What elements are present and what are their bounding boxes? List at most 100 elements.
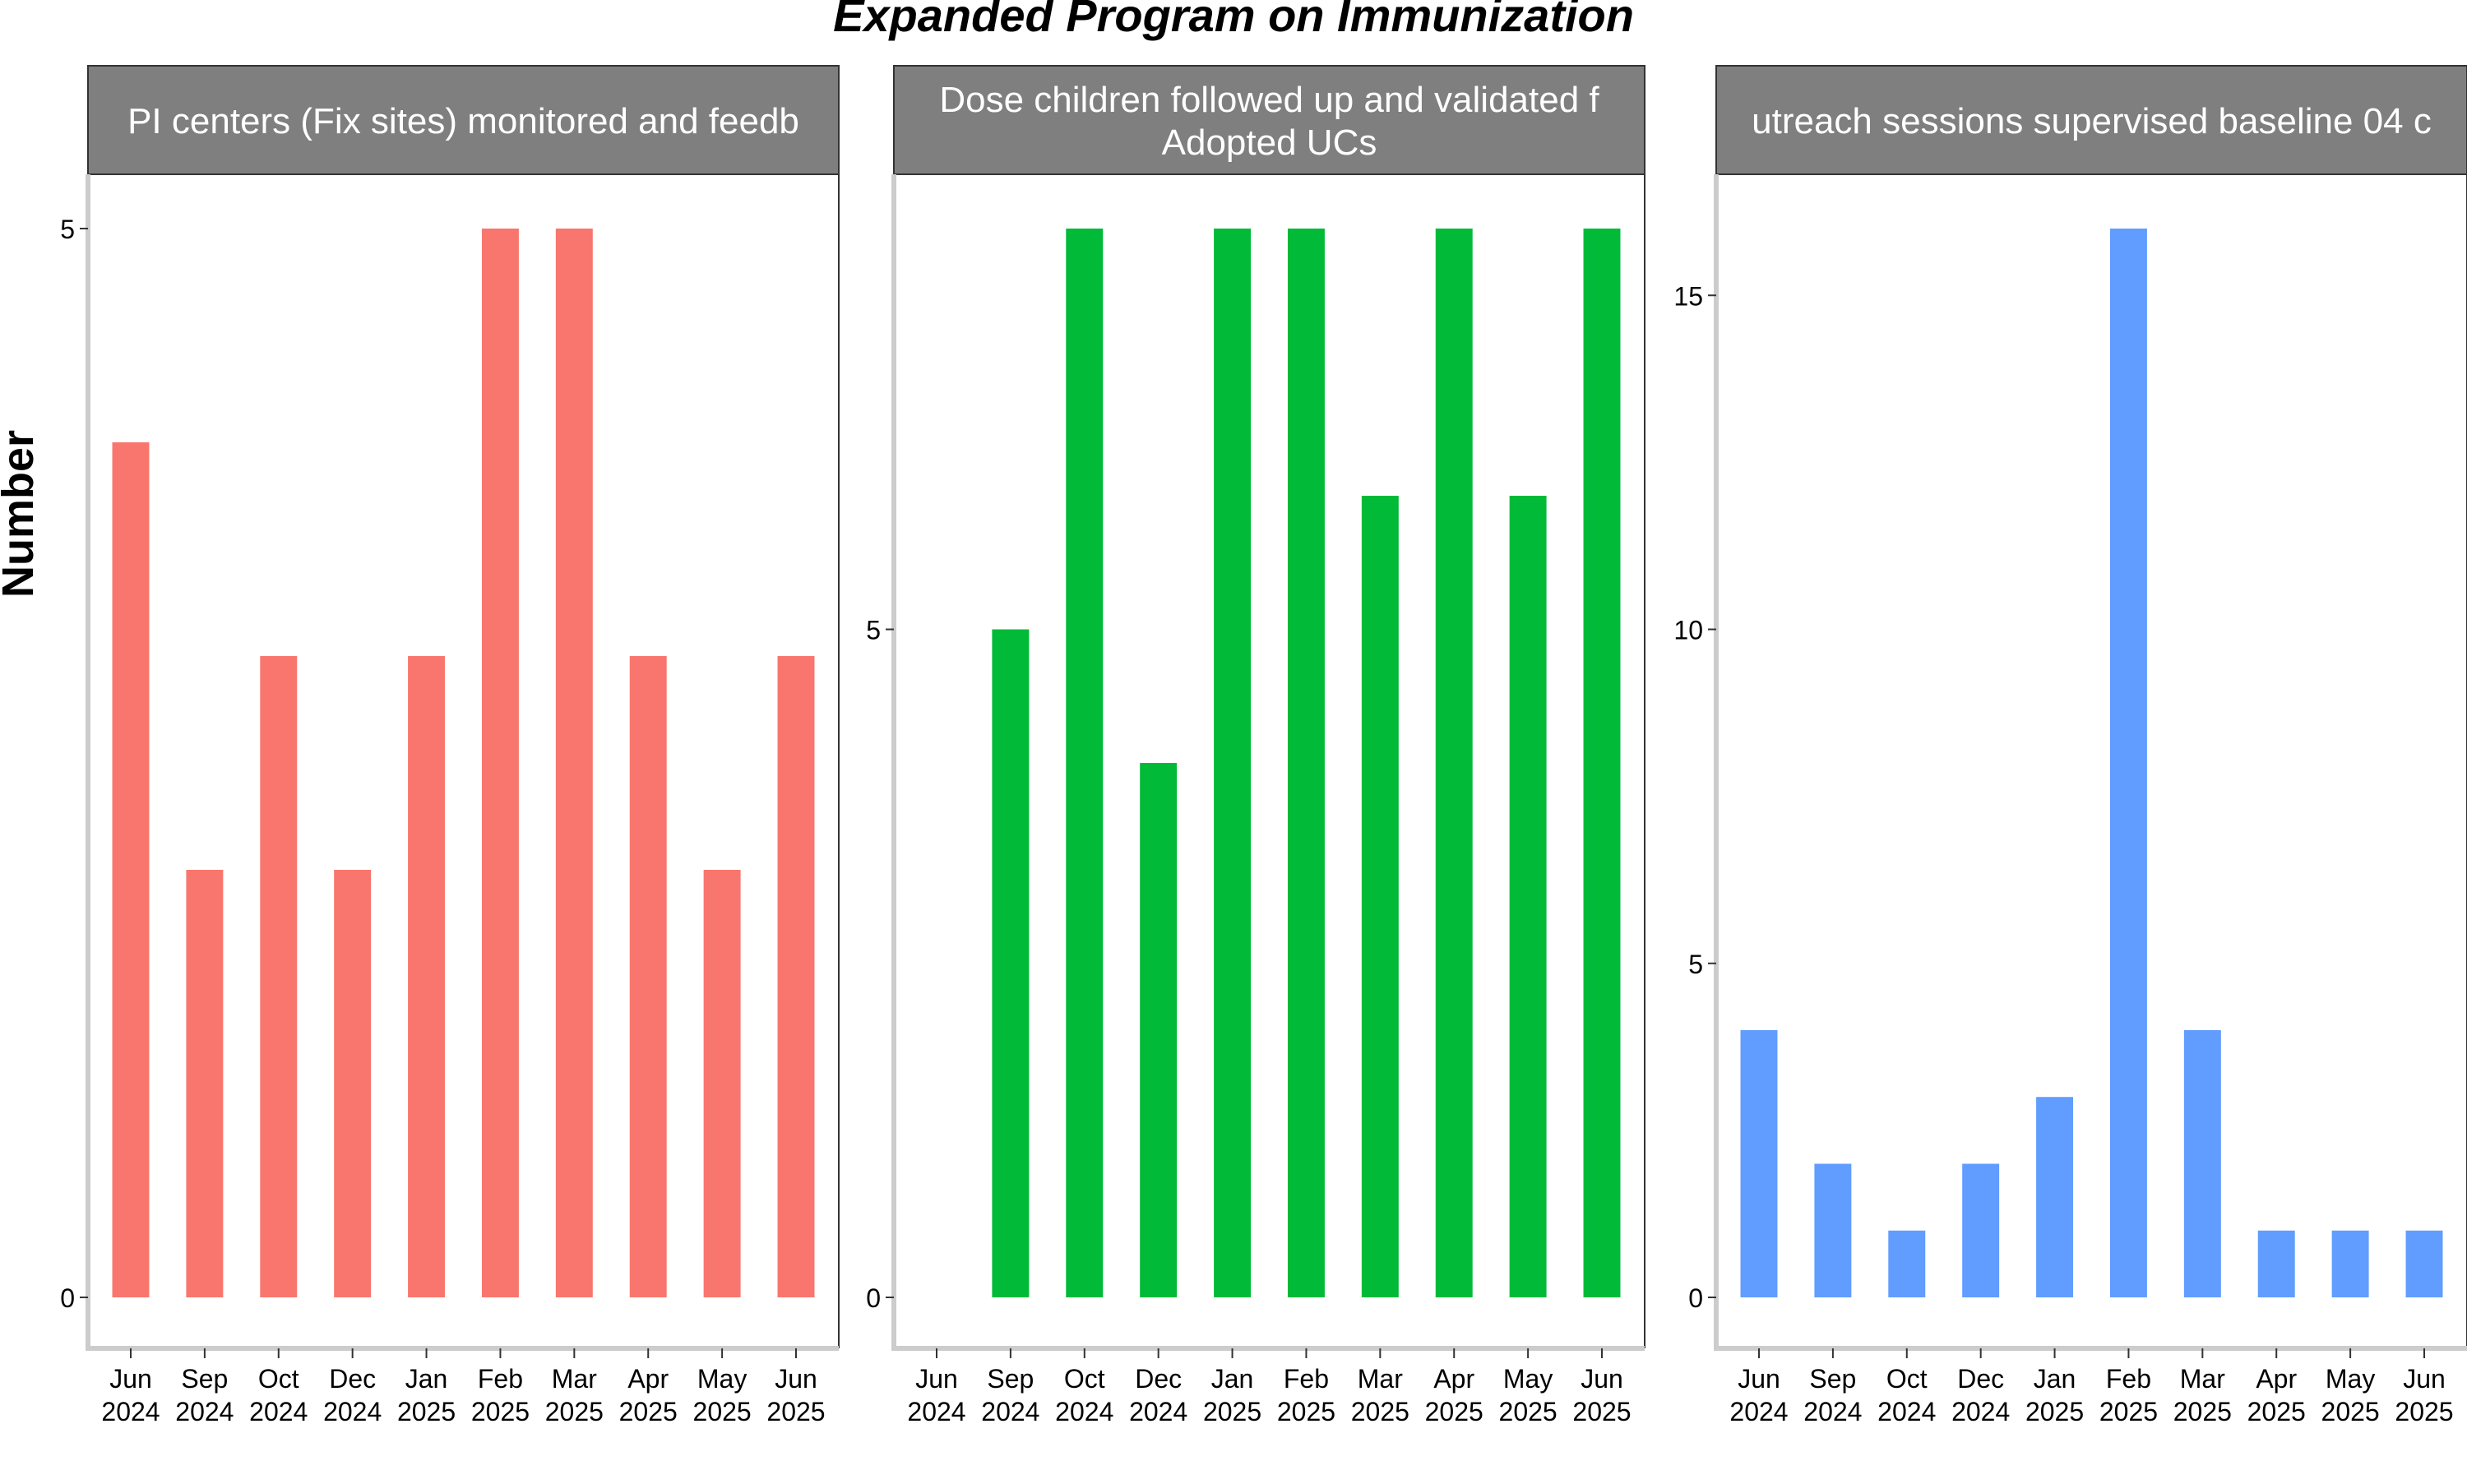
x-tick-label-year: 2025	[2321, 1397, 2380, 1426]
x-tick-label-month: Apr	[1433, 1364, 1474, 1394]
x-tick-label-month: Feb	[1284, 1364, 1329, 1394]
bar	[777, 656, 815, 1297]
x-tick-label-year: 2025	[2025, 1397, 2084, 1426]
y-tick-label: 0	[866, 1283, 881, 1313]
facet-strip-label: Adopted UCs	[1162, 123, 1377, 163]
x-tick-label-year: 2024	[249, 1397, 308, 1426]
facet-panel-2: Dose children followed up and validated …	[866, 65, 1645, 1426]
x-tick-label-month: Mar	[1358, 1364, 1403, 1394]
bar	[260, 656, 298, 1297]
x-tick-label-month: Sep	[181, 1364, 228, 1394]
bar	[1740, 1030, 1778, 1297]
y-tick-label: 5	[866, 616, 881, 645]
x-tick-label-year: 2024	[1877, 1397, 1936, 1426]
x-tick-label-month: Mar	[552, 1364, 597, 1394]
x-tick-label-month: Jun	[775, 1364, 817, 1394]
x-tick-label-year: 2025	[545, 1397, 604, 1426]
x-tick-label-month: Apr	[2256, 1364, 2297, 1394]
x-tick-label-month: Jan	[405, 1364, 448, 1394]
bar	[1509, 496, 1547, 1297]
y-tick-label: 0	[60, 1283, 75, 1313]
x-tick-label-year: 2024	[323, 1397, 382, 1426]
y-tick-label: 5	[60, 215, 75, 244]
facet-strip	[1715, 65, 2467, 175]
x-tick-label-month: Jun	[1581, 1364, 1623, 1394]
bar	[1814, 1163, 1852, 1297]
x-tick-label-year: 2025	[766, 1397, 825, 1426]
x-tick-label-month: Jun	[1738, 1364, 1780, 1394]
x-tick-label-year: 2024	[1055, 1397, 1113, 1426]
bar	[1287, 229, 1325, 1297]
x-tick-label-year: 2025	[2173, 1397, 2232, 1426]
bar	[2331, 1230, 2369, 1297]
x-tick-label-month: Jun	[109, 1364, 152, 1394]
facet-strip-label: PI centers (Fix sites) monitored and fee…	[127, 101, 799, 141]
bar	[2109, 229, 2147, 1297]
x-tick-label-year: 2024	[1951, 1397, 2010, 1426]
bar	[334, 870, 372, 1297]
x-tick-label-year: 2025	[1572, 1397, 1631, 1426]
x-tick-label-year: 2024	[1729, 1397, 1788, 1426]
x-tick-label-month: Jun	[2403, 1364, 2446, 1394]
x-tick-label-month: Feb	[478, 1364, 523, 1394]
x-tick-label-year: 2025	[1277, 1397, 1335, 1426]
x-tick-label-month: May	[2326, 1364, 2375, 1394]
bar	[629, 656, 667, 1297]
x-tick-label-year: 2025	[1499, 1397, 1557, 1426]
x-tick-label-month: Sep	[1809, 1364, 1856, 1394]
x-tick-label-year: 2025	[2247, 1397, 2306, 1426]
bar	[1066, 229, 1104, 1297]
x-tick-label-month: Mar	[2180, 1364, 2225, 1394]
bar	[2257, 1230, 2295, 1297]
chart-title: Expanded Program on Immunization	[833, 0, 1634, 41]
x-tick-label-month: Oct	[258, 1364, 299, 1394]
facet-panel-3: utreach sessions supervised baseline 04 …	[1673, 65, 2467, 1426]
x-tick-label-month: Jan	[1211, 1364, 1254, 1394]
facet-panel-1: PI centers (Fix sites) monitored and fee…	[60, 65, 840, 1426]
x-tick-label-month: Sep	[987, 1364, 1034, 1394]
bar	[1361, 496, 1399, 1297]
y-tick-label: 15	[1673, 281, 1703, 311]
bar	[1962, 1163, 2000, 1297]
x-tick-label-year: 2025	[693, 1397, 752, 1426]
x-tick-label-year: 2025	[619, 1397, 678, 1426]
bar	[1888, 1230, 1926, 1297]
bar	[1583, 229, 1621, 1297]
x-tick-label-month: Dec	[1957, 1364, 2004, 1394]
x-tick-label-year: 2024	[907, 1397, 965, 1426]
bar	[1435, 229, 1473, 1297]
bar	[555, 229, 593, 1297]
y-axis-title: Number	[0, 430, 43, 598]
x-tick-label-month: Dec	[1135, 1364, 1182, 1394]
x-tick-label-year: 2025	[1425, 1397, 1483, 1426]
x-tick-label-year: 2024	[101, 1397, 160, 1426]
x-tick-label-year: 2025	[1203, 1397, 1261, 1426]
x-tick-label-month: Dec	[329, 1364, 376, 1394]
x-tick-label-year: 2024	[175, 1397, 234, 1426]
x-tick-label-month: Jan	[2034, 1364, 2076, 1394]
x-tick-label-year: 2024	[1803, 1397, 1862, 1426]
bar	[1140, 763, 1178, 1297]
bar	[112, 442, 150, 1297]
bar	[408, 656, 446, 1297]
x-tick-label-month: Oct	[1064, 1364, 1105, 1394]
facet-strip-label: Dose children followed up and validated …	[939, 80, 1599, 120]
bar	[186, 870, 224, 1297]
bar	[992, 629, 1030, 1297]
y-tick-label: 0	[1688, 1283, 1703, 1313]
bar	[2036, 1097, 2074, 1297]
y-tick-label: 5	[1688, 950, 1703, 979]
facet-strip-label: utreach sessions supervised baseline 04 …	[1752, 101, 2432, 141]
bar	[703, 870, 741, 1297]
bar	[2183, 1030, 2221, 1297]
x-tick-label-year: 2025	[1351, 1397, 1409, 1426]
x-tick-label-month: Feb	[2106, 1364, 2151, 1394]
bar	[1214, 229, 1252, 1297]
bar	[2405, 1230, 2443, 1297]
y-tick-label: 10	[1673, 616, 1703, 645]
x-tick-label-month: May	[1503, 1364, 1553, 1394]
x-tick-label-year: 2025	[2099, 1397, 2158, 1426]
x-tick-label-year: 2025	[2395, 1397, 2453, 1426]
